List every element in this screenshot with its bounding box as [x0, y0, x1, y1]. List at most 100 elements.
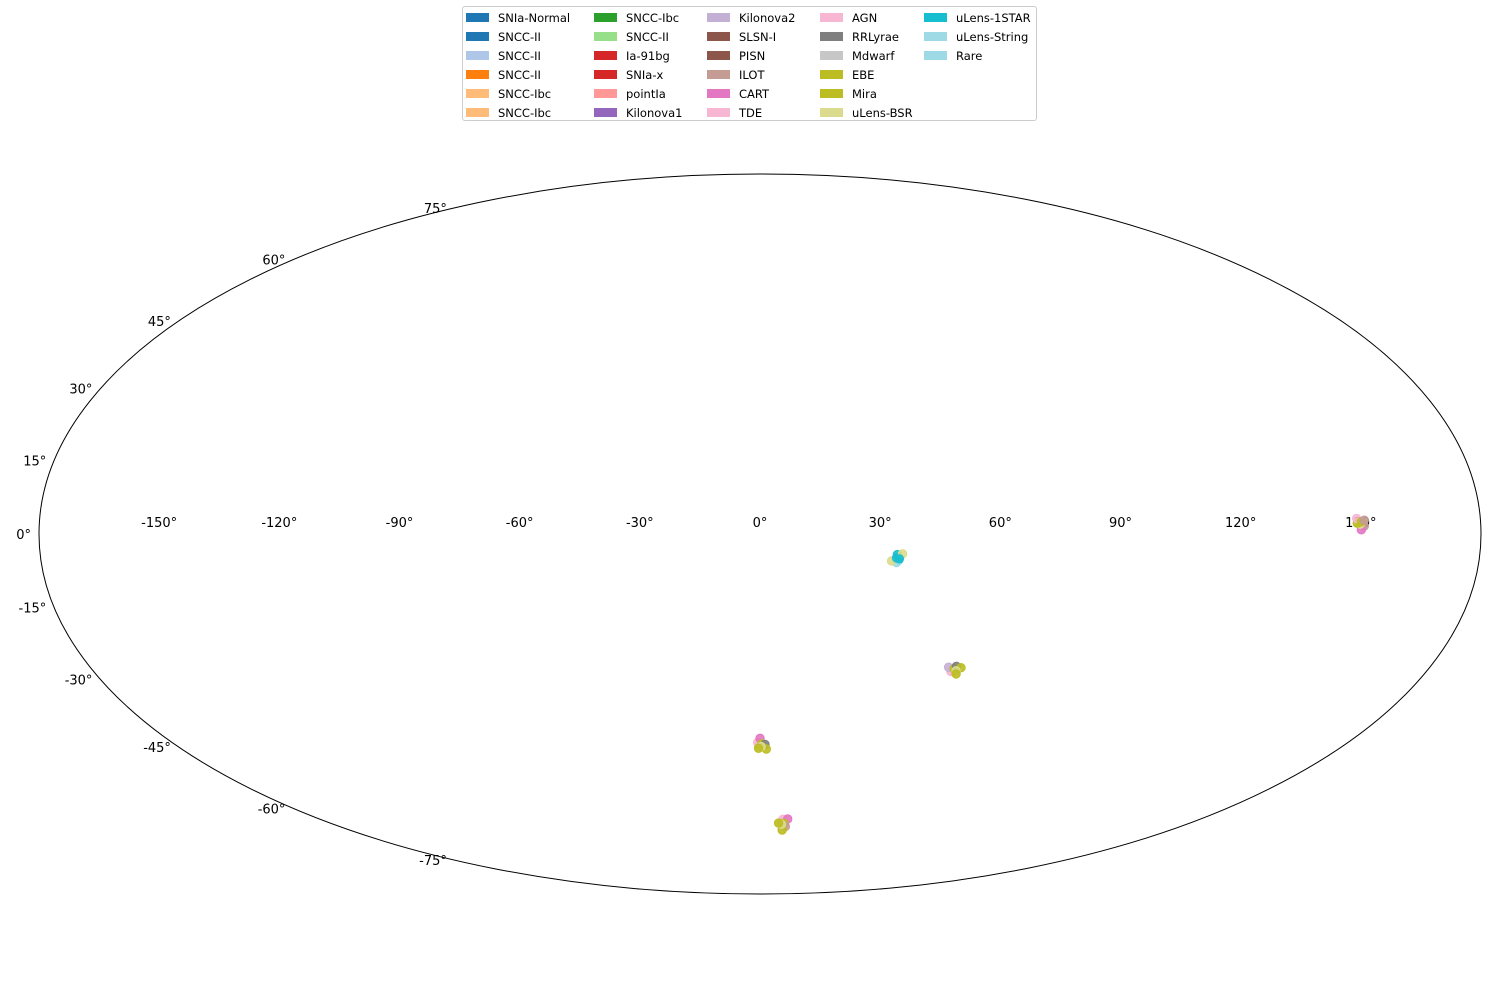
y-tick-label: -30° [65, 673, 93, 688]
legend-swatch [820, 32, 843, 41]
legend-label: SNIa-x [626, 67, 664, 82]
legend-label: SNCC-II [498, 48, 541, 63]
legend-label: SNCC-II [498, 29, 541, 44]
legend-swatch [820, 13, 843, 22]
y-tick-label: 30° [69, 383, 92, 398]
legend-entry: Mira [820, 84, 877, 103]
legend-swatch [466, 13, 489, 22]
legend-swatch [820, 89, 843, 98]
point-cluster [773, 814, 793, 835]
legend-entry: Mdwarf [820, 46, 894, 65]
point-cluster [886, 549, 908, 568]
legend-entry: TDE [707, 103, 762, 122]
legend-label: SLSN-I [739, 29, 777, 44]
legend-swatch [707, 32, 730, 41]
legend-entry: EBE [820, 65, 874, 84]
y-tick-label: 45° [148, 315, 171, 330]
legend-swatch [594, 108, 617, 117]
x-tick-label: -30° [626, 516, 654, 531]
data-point [753, 743, 764, 753]
legend-label: TDE [739, 105, 763, 120]
y-tick-label: 75° [424, 202, 447, 217]
legend-entry: SNCC-Ibc [466, 103, 551, 122]
legend-entry: SLSN-I [707, 27, 776, 46]
point-cluster [752, 733, 772, 754]
legend-entry: Kilonova1 [594, 103, 682, 122]
legend-label: SNCC-II [498, 67, 541, 82]
legend-entry: uLens-String [924, 27, 1028, 46]
legend-label: SNCC-Ibc [498, 105, 552, 120]
legend-swatch [707, 70, 730, 79]
x-tick-label: 30° [869, 516, 892, 531]
legend-swatch [707, 51, 730, 60]
legend-swatch [466, 70, 489, 79]
legend-entry: PISN [707, 46, 765, 65]
x-tick-label: 90° [1109, 516, 1132, 531]
y-tick-label: 60° [262, 254, 285, 269]
legend-entry: SNCC-Ibc [466, 84, 551, 103]
legend-entry: SNCC-II [594, 27, 669, 46]
map-outline [38, 173, 1482, 895]
legend-label: ILOT [739, 67, 765, 82]
legend-swatch [820, 51, 843, 60]
legend-label: EBE [852, 67, 875, 82]
legend-swatch [466, 51, 489, 60]
legend-entry: SNIa-x [594, 65, 663, 84]
x-tick-label: 0° [753, 516, 768, 531]
legend-entry: RRLyrae [820, 27, 899, 46]
legend-entry: SNCC-II [466, 65, 541, 84]
point-cluster [1351, 513, 1369, 535]
legend-swatch [820, 70, 843, 79]
legend-label: uLens-String [956, 29, 1029, 44]
legend-label: Mdwarf [852, 48, 895, 63]
legend-entry: CART [707, 84, 769, 103]
legend-swatch [466, 32, 489, 41]
legend-swatch [707, 89, 730, 98]
legend-swatch [924, 13, 947, 22]
legend-swatch [466, 89, 489, 98]
legend-entry: Rare [924, 46, 982, 65]
legend-entry: SNCC-II [466, 27, 541, 46]
x-tick-label: -120° [261, 516, 297, 531]
legend-label: SNCC-Ibc [626, 10, 680, 25]
legend-label: AGN [852, 10, 878, 25]
legend: SNIa-Normal SNCC-II SNCC-II SNCC-II SNCC-Ibc… [462, 6, 1037, 121]
legend-label: RRLyrae [852, 29, 899, 44]
legend-swatch [924, 51, 947, 60]
y-tick-label: 15° [23, 454, 46, 469]
legend-label: SNIa-Normal [498, 10, 571, 25]
legend-label: Mira [852, 86, 877, 101]
legend-label: SNCC-Ibc [498, 86, 552, 101]
legend-swatch [594, 89, 617, 98]
x-tick-label: -90° [386, 516, 414, 531]
legend-entry: SNIa-Normal [466, 8, 570, 27]
legend-swatch [594, 51, 617, 60]
legend-entry: Ia-91bg [594, 46, 670, 65]
legend-swatch [707, 13, 730, 22]
x-tick-label: 60° [989, 516, 1012, 531]
y-tick-label: -15° [19, 602, 47, 617]
legend-entry: pointIa [594, 84, 666, 103]
x-tick-label: -60° [506, 516, 534, 531]
legend-label: uLens-1STAR [956, 10, 1031, 25]
legend-label: uLens-BSR [852, 105, 913, 120]
legend-swatch [466, 108, 489, 117]
data-point [951, 669, 961, 679]
legend-swatch [924, 32, 947, 41]
y-tick-label: -60° [258, 802, 286, 817]
legend-entry: SNCC-Ibc [594, 8, 679, 27]
legend-entry: AGN [820, 8, 877, 27]
legend-entry: ILOT [707, 65, 764, 84]
legend-swatch [594, 70, 617, 79]
x-tick-label: 120° [1225, 516, 1256, 531]
legend-swatch [594, 13, 617, 22]
data-point [1359, 515, 1369, 525]
legend-entry: uLens-BSR [820, 103, 913, 122]
y-tick-label: 0° [16, 528, 31, 543]
legend-label: Kilonova1 [626, 105, 683, 120]
legend-swatch [594, 32, 617, 41]
point-cluster [943, 661, 966, 679]
legend-label: PISN [739, 48, 766, 63]
